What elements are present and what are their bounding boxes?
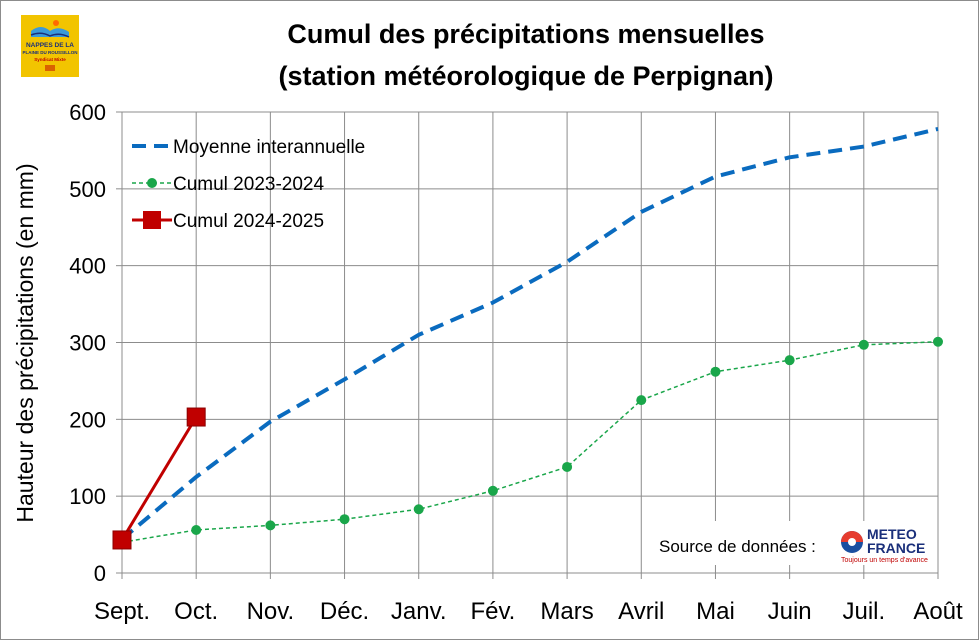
legend-item-cumul-2024-2025: Cumul 2024-2025: [132, 211, 324, 232]
series-line-moyenne-interannuelle: [120, 126, 939, 541]
y-tick-label-600: 600: [69, 100, 106, 125]
point-cumul-2024-2025-oct: [186, 407, 206, 427]
meteo-france-line1: METEO: [867, 526, 917, 542]
x-tick-label-mars: Mars: [540, 598, 593, 625]
x-tick-label-avril: Avril: [618, 598, 664, 625]
point-cumul-2023-2024-aout: [933, 336, 943, 347]
point-cumul-2023-2024-mars: [562, 461, 573, 472]
legend-item-moyenne: Moyenne interannuelle: [132, 137, 365, 158]
catalan-flag-icon: [45, 65, 55, 72]
series-line-cumul-2024-2025: [120, 416, 198, 541]
legend-label-cumul-2024-2025: Cumul 2024-2025: [173, 211, 324, 232]
x-tick-label-juin: Juin: [768, 598, 812, 625]
point-cumul-2023-2024-janv: [413, 504, 424, 515]
data-source: Source de données : METEO FRANCE Toujour…: [649, 521, 934, 565]
y-tick-label-400: 400: [69, 254, 106, 279]
point-cumul-2024-2025-sept: [112, 530, 132, 550]
meteo-france-tagline: Toujours un temps d'avance: [841, 557, 928, 564]
x-tick-label-oct: Oct.: [174, 598, 218, 625]
meteo-france-logo: METEO FRANCE Toujours un temps d'avance: [841, 526, 928, 564]
point-cumul-2023-2024-juin: [784, 355, 795, 366]
point-cumul-2023-2024-nov: [265, 520, 276, 531]
x-tick-label-mai: Mai: [696, 598, 735, 625]
x-tick-label-juil: Juil.: [842, 598, 885, 625]
data-series: [112, 126, 943, 550]
meteo-france-line2: FRANCE: [867, 540, 925, 556]
x-tick-label-janv: Janv.: [391, 598, 447, 625]
point-cumul-2023-2024-oct: [191, 524, 202, 535]
x-tick-label-dec: Déc.: [320, 598, 369, 625]
y-tick-label-100: 100: [69, 484, 106, 509]
y-axis-label: Hauteur des précipitations (en mm): [12, 163, 38, 522]
x-tick-labels: Sept. Oct. Nov. Déc. Janv. Fév. Mars Avril Mai Ju…: [94, 598, 963, 625]
legend-item-cumul-2023-2024: Cumul 2023-2024: [132, 174, 324, 195]
grid-lines: [116, 111, 939, 579]
y-tick-label-0: 0: [94, 561, 106, 586]
source-label: Source de données :: [659, 537, 816, 556]
x-tick-label-aout: Août: [913, 598, 963, 625]
chart-title-line1: Cumul des précipitations mensuelles: [287, 19, 764, 49]
series-line-cumul-2023-2024: [121, 340, 939, 544]
logo-line2: PLAINE DU ROUSSILLON: [22, 50, 77, 55]
point-cumul-2023-2024-mai: [710, 366, 721, 377]
x-tick-label-sept: Sept.: [94, 598, 150, 625]
legend-label-moyenne: Moyenne interannuelle: [173, 137, 365, 158]
point-cumul-2023-2024-dec: [339, 514, 350, 525]
y-tick-labels: 0 100 200 300 400 500 600: [69, 100, 106, 586]
x-tick-label-fev: Fév.: [470, 598, 515, 625]
point-cumul-2023-2024-juil: [858, 339, 869, 350]
legend: Moyenne interannuelle Cumul 2023-2024 Cu…: [132, 137, 365, 232]
y-tick-label-200: 200: [69, 407, 106, 432]
point-cumul-2023-2024-avril: [636, 395, 647, 406]
syndicat-logo: NAPPES DE LA PLAINE DU ROUSSILLON Syndic…: [21, 15, 79, 77]
logo-line3: Syndicat Mixte: [34, 57, 66, 62]
y-tick-label-300: 300: [69, 331, 106, 356]
x-tick-label-nov: Nov.: [247, 598, 295, 625]
logo-line1: NAPPES DE LA: [26, 42, 74, 49]
chart-title-line2: (station météorologique de Perpignan): [278, 61, 773, 91]
point-cumul-2023-2024-fev: [487, 485, 498, 496]
legend-label-cumul-2023-2024: Cumul 2023-2024: [173, 174, 324, 195]
y-tick-label-500: 500: [69, 177, 106, 202]
